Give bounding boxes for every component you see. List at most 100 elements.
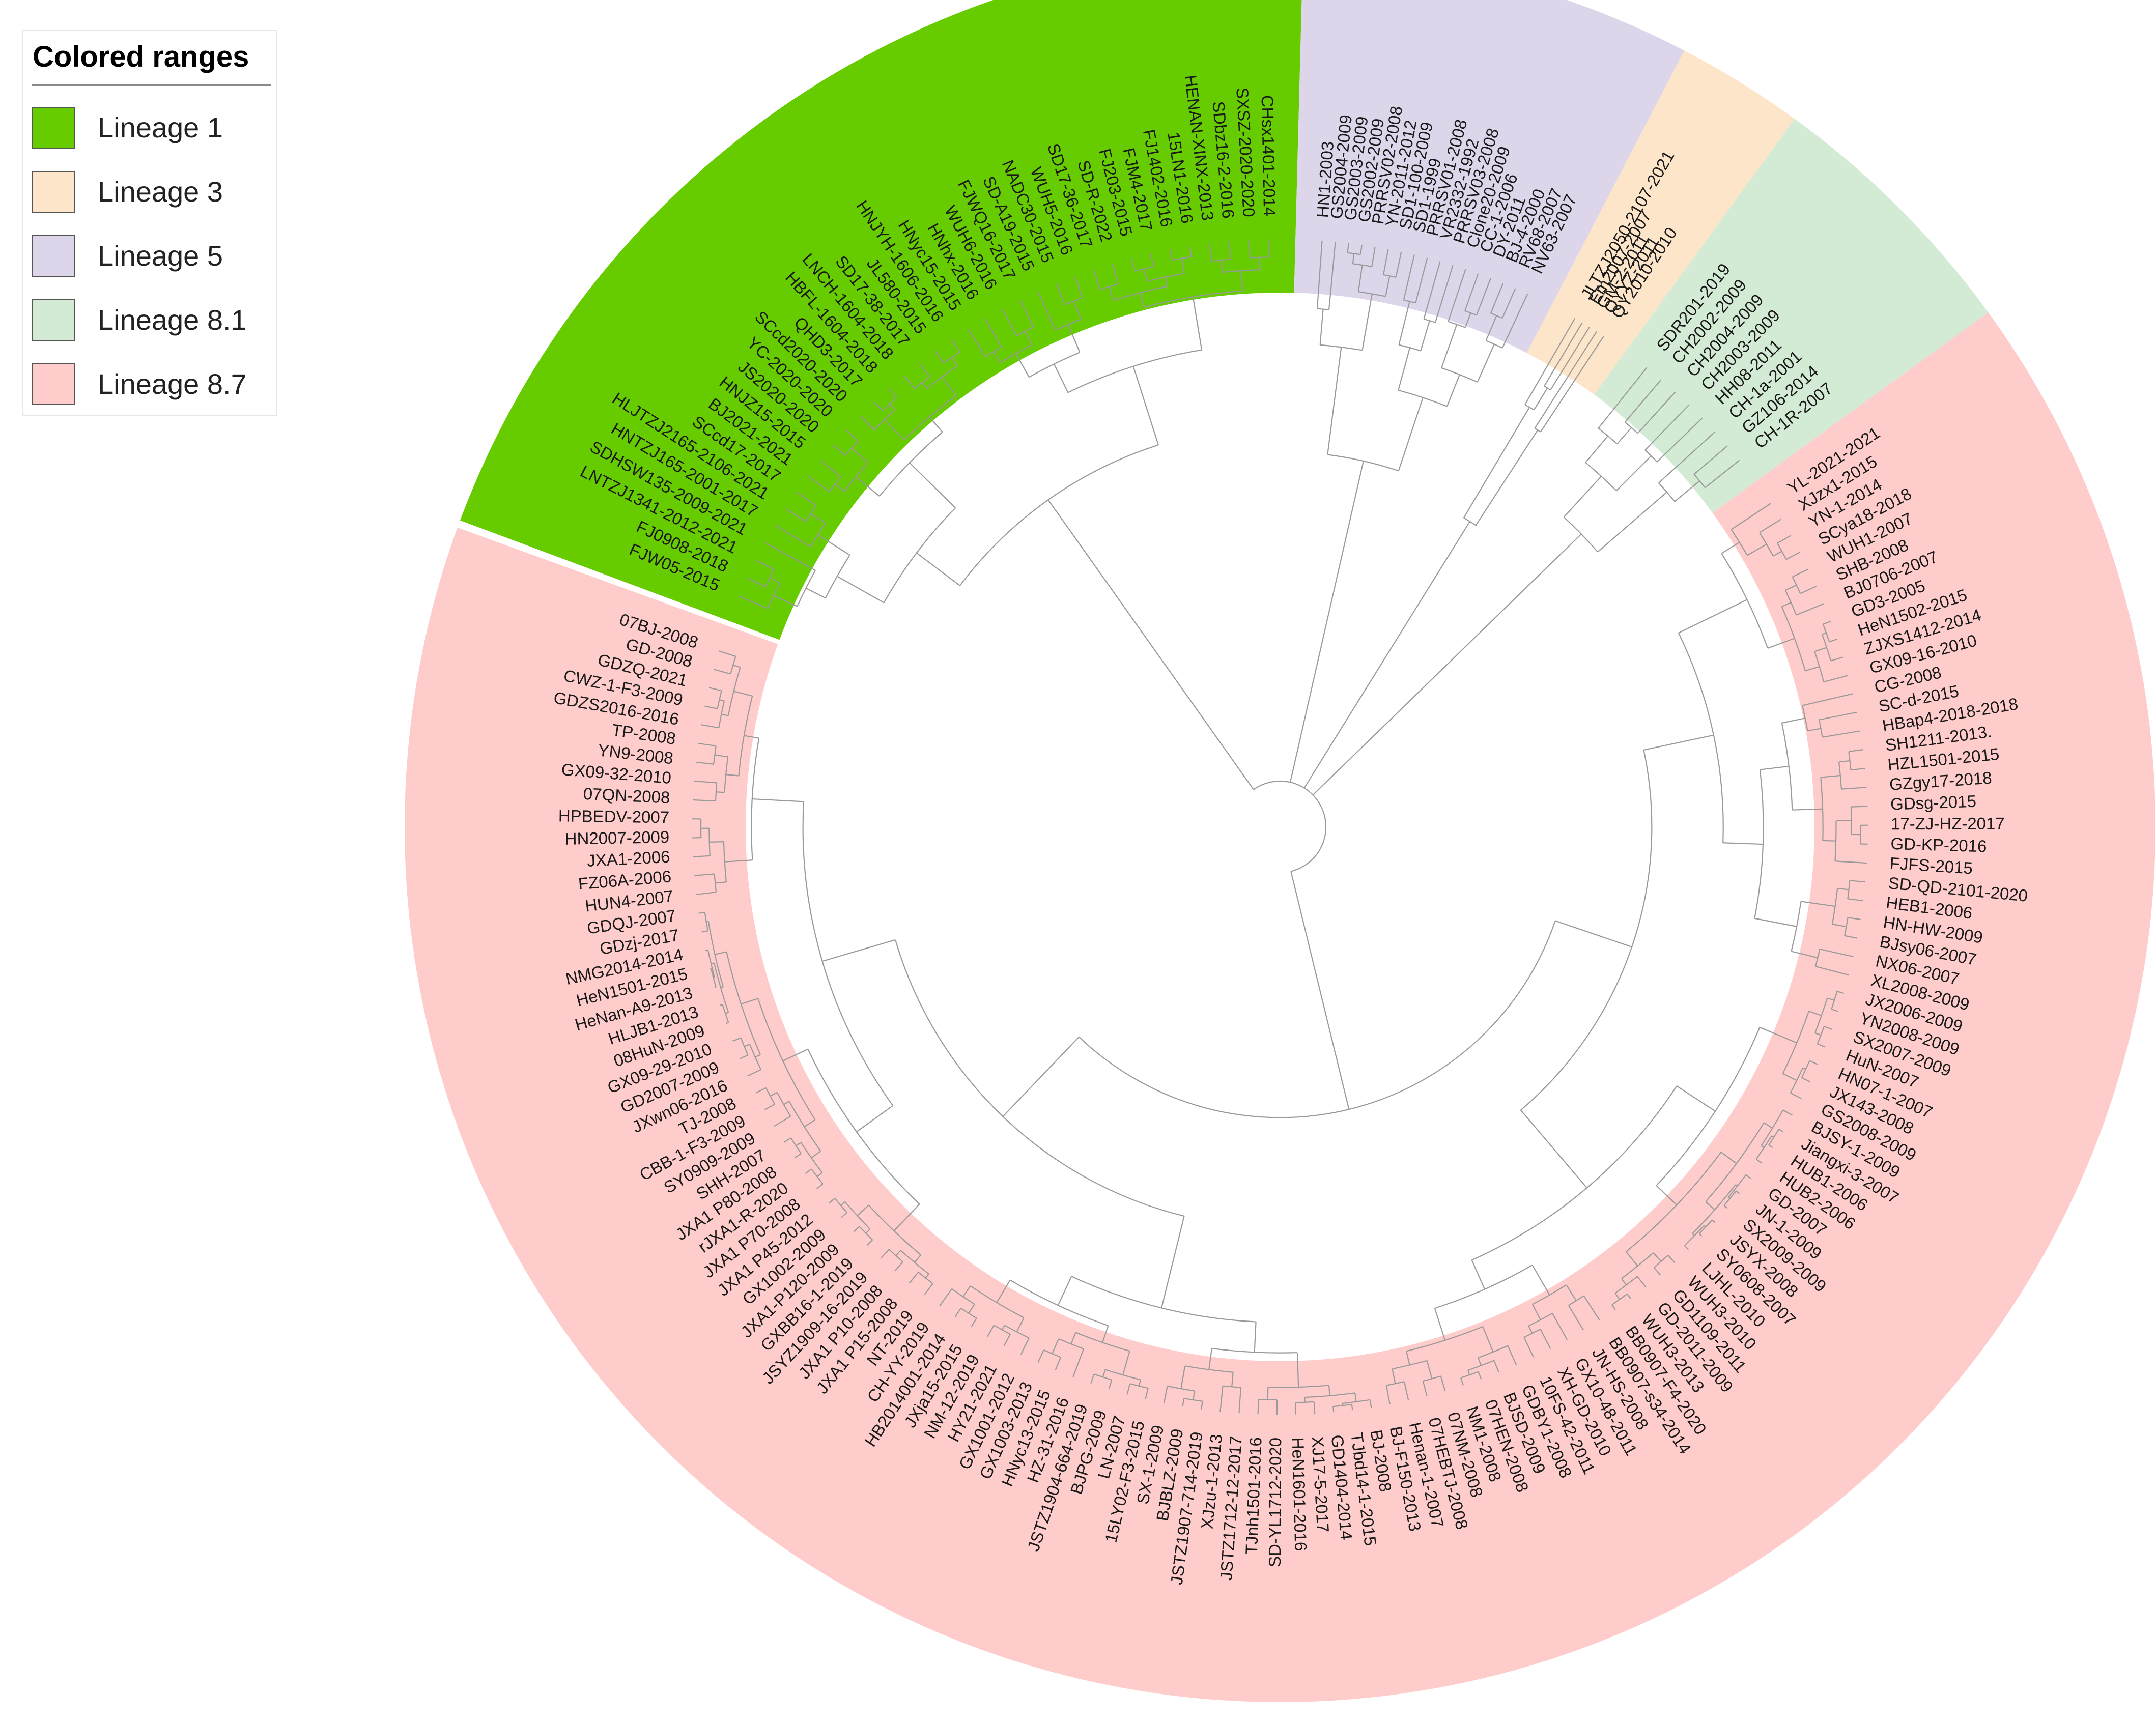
- branch: [1501, 288, 1516, 319]
- branch: [1540, 336, 1604, 433]
- leaf-label: TJnh1501-2016: [1242, 1437, 1265, 1555]
- branch: [1138, 1380, 1142, 1387]
- branch: [1493, 1360, 1499, 1373]
- branch: [1328, 242, 1336, 310]
- branch: [732, 1037, 741, 1042]
- branch: [1240, 270, 1243, 292]
- branch: [833, 444, 846, 456]
- branch: [1108, 1380, 1113, 1390]
- branch: [1747, 543, 1767, 556]
- branch-arc: [1759, 532, 1774, 557]
- branch-arc: [825, 555, 850, 598]
- branch-arc: [730, 656, 736, 674]
- branch: [782, 1048, 808, 1061]
- branch: [1434, 1308, 1446, 1341]
- branch: [1052, 1338, 1059, 1354]
- branch-arc: [1723, 1190, 1737, 1206]
- branch-arc: [1822, 624, 1830, 642]
- branch: [865, 1228, 871, 1234]
- branch: [810, 513, 826, 524]
- legend-swatch: [32, 299, 75, 341]
- branch: [909, 1272, 919, 1284]
- branch-arc: [918, 1272, 933, 1284]
- branch: [1656, 1185, 1678, 1205]
- branch: [919, 362, 930, 377]
- branch: [1598, 367, 1648, 429]
- leaf-label: HPBEDV-2007: [558, 806, 670, 826]
- branch: [1507, 1345, 1517, 1366]
- branch: [1614, 1293, 1621, 1300]
- branch: [1182, 1398, 1185, 1407]
- branch: [894, 1261, 903, 1272]
- branch: [1667, 1255, 1676, 1263]
- branch: [903, 375, 916, 389]
- branch-arc: [1004, 1325, 1030, 1339]
- branch: [1785, 584, 1797, 591]
- branch: [1422, 1381, 1428, 1396]
- branch: [968, 1304, 975, 1314]
- branch: [1830, 656, 1843, 662]
- branch: [1463, 407, 1530, 519]
- branch: [820, 460, 841, 477]
- legend-item-lineage-8-1: Lineage 8.1: [32, 294, 271, 345]
- branch: [1109, 286, 1114, 301]
- branch: [1555, 920, 1632, 947]
- branch-arc: [704, 912, 708, 931]
- branch: [1074, 276, 1084, 298]
- branch: [1403, 1382, 1409, 1401]
- branch: [925, 1273, 929, 1279]
- branch: [1420, 320, 1430, 351]
- branch: [1767, 638, 1795, 649]
- branch-arc: [1184, 1365, 1233, 1373]
- legend-label: Lineage 5: [98, 240, 223, 272]
- branch-arc: [1258, 1399, 1277, 1401]
- branch: [1015, 353, 1030, 378]
- branch: [714, 669, 731, 675]
- branch: [1054, 363, 1069, 393]
- branch: [698, 911, 705, 914]
- branch: [1398, 301, 1410, 346]
- legend-item-lineage-5: Lineage 5: [32, 230, 271, 281]
- legend-item-lineage-8-7: Lineage 8.7: [32, 358, 271, 409]
- branch: [1841, 787, 1867, 790]
- branch-arc: [797, 570, 816, 607]
- branch: [984, 318, 1002, 348]
- branch: [701, 930, 708, 933]
- leaf-label: 17-ZJ-HZ-2017: [1891, 814, 2005, 834]
- branch: [1800, 586, 1817, 594]
- branch: [715, 754, 728, 758]
- branch: [1398, 397, 1424, 471]
- branch-arc: [767, 582, 780, 609]
- branch: [1838, 760, 1850, 763]
- branch: [1626, 1251, 1638, 1267]
- branch: [1520, 1109, 1587, 1189]
- branch: [851, 447, 869, 463]
- branch-arc: [1358, 291, 1386, 297]
- legend-title: Colored ranges: [33, 40, 249, 73]
- branch-arc: [1058, 1338, 1084, 1349]
- branch: [765, 542, 816, 571]
- branch: [724, 859, 753, 863]
- branch: [1143, 268, 1148, 281]
- branch: [840, 1212, 847, 1218]
- legend-divider: [32, 84, 271, 86]
- branch: [1090, 1374, 1095, 1384]
- branch: [853, 1226, 860, 1232]
- branch-arc: [810, 523, 826, 547]
- branch: [1540, 1329, 1551, 1349]
- branch: [1637, 391, 1676, 434]
- branch: [1382, 249, 1389, 275]
- branch: [914, 1254, 921, 1263]
- leaf-labels: FJW05-2015FJ0908-2018LNTZJ1341-2012-2021…: [552, 74, 2029, 1586]
- branch-arc: [1658, 482, 1676, 502]
- branch: [705, 949, 708, 952]
- branch: [884, 419, 905, 441]
- branch-arc: [1768, 1129, 1779, 1145]
- branch: [696, 892, 717, 895]
- branch: [1796, 603, 1824, 616]
- branch: [909, 462, 956, 508]
- branch-arc: [757, 998, 816, 1121]
- branch-arc: [1464, 310, 1477, 316]
- branch: [752, 798, 804, 802]
- branch: [1016, 1317, 1025, 1332]
